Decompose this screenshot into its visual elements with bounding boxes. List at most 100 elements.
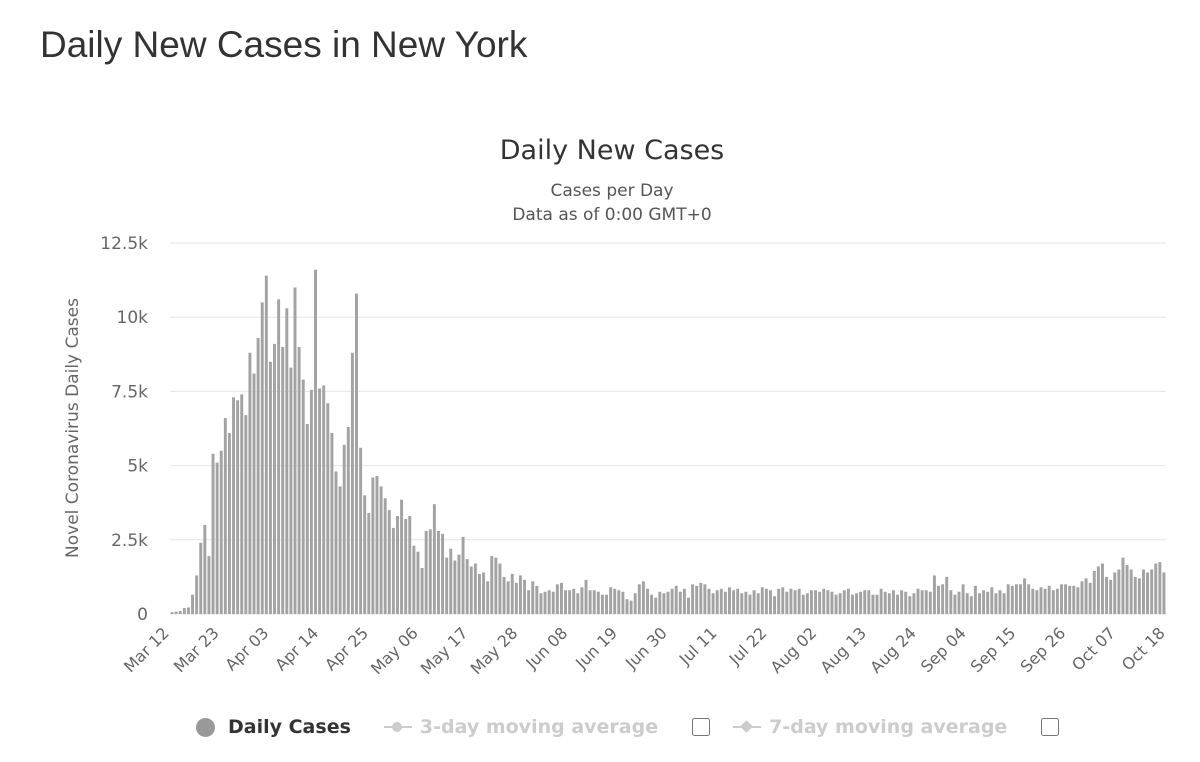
- bar[interactable]: [1047, 585, 1051, 614]
- bar[interactable]: [662, 593, 666, 614]
- bar[interactable]: [1084, 578, 1088, 614]
- bar[interactable]: [260, 302, 264, 614]
- bar[interactable]: [314, 269, 317, 614]
- bar[interactable]: [211, 453, 215, 614]
- bar[interactable]: [461, 536, 465, 614]
- bar[interactable]: [273, 343, 276, 614]
- bar[interactable]: [170, 612, 174, 614]
- bar[interactable]: [232, 397, 236, 614]
- bar[interactable]: [1154, 563, 1158, 614]
- bar[interactable]: [227, 432, 231, 614]
- bar[interactable]: [887, 593, 891, 614]
- bar[interactable]: [441, 533, 445, 614]
- bar[interactable]: [379, 486, 383, 614]
- bar[interactable]: [498, 563, 502, 614]
- bar[interactable]: [547, 590, 551, 614]
- bar[interactable]: [891, 590, 895, 614]
- toggle-7-day-average-checkbox[interactable]: [1041, 718, 1060, 736]
- bar[interactable]: [687, 597, 690, 614]
- toggle-3-day-average-checkbox[interactable]: [692, 718, 711, 736]
- bar[interactable]: [625, 599, 629, 614]
- bar[interactable]: [1133, 576, 1137, 614]
- bar-series-daily-cases[interactable]: [170, 269, 1166, 614]
- bar[interactable]: [240, 394, 244, 614]
- bar[interactable]: [961, 584, 965, 614]
- bar[interactable]: [1014, 584, 1018, 614]
- bar[interactable]: [469, 566, 473, 614]
- bar[interactable]: [646, 588, 649, 614]
- bar[interactable]: [793, 590, 797, 614]
- bar[interactable]: [932, 575, 936, 614]
- bar[interactable]: [576, 593, 580, 614]
- bar[interactable]: [986, 591, 990, 614]
- bar[interactable]: [990, 587, 994, 614]
- bar[interactable]: [719, 588, 723, 614]
- bar[interactable]: [207, 556, 211, 614]
- bar[interactable]: [928, 591, 932, 614]
- bar[interactable]: [695, 585, 699, 614]
- bar[interactable]: [912, 593, 916, 614]
- bar[interactable]: [789, 588, 793, 614]
- bar[interactable]: [756, 593, 760, 614]
- bar[interactable]: [920, 590, 924, 614]
- bar[interactable]: [420, 567, 424, 614]
- bar[interactable]: [703, 584, 707, 614]
- bar[interactable]: [1076, 587, 1080, 614]
- bar[interactable]: [764, 588, 768, 614]
- bar[interactable]: [293, 287, 297, 614]
- bar[interactable]: [1109, 579, 1113, 614]
- bar[interactable]: [482, 572, 486, 614]
- bar[interactable]: [326, 403, 330, 614]
- bar[interactable]: [941, 584, 945, 614]
- bar[interactable]: [801, 594, 805, 614]
- bar[interactable]: [248, 352, 252, 614]
- bar[interactable]: [535, 585, 539, 614]
- bar[interactable]: [502, 576, 506, 614]
- bar[interactable]: [322, 385, 326, 614]
- bar[interactable]: [1088, 582, 1092, 614]
- bar[interactable]: [396, 516, 399, 614]
- bar[interactable]: [531, 581, 535, 614]
- bar[interactable]: [277, 299, 281, 614]
- bar[interactable]: [564, 590, 568, 614]
- bar[interactable]: [666, 591, 670, 614]
- bar[interactable]: [707, 588, 711, 614]
- bar[interactable]: [432, 504, 436, 614]
- bar[interactable]: [1035, 590, 1039, 614]
- bar[interactable]: [670, 588, 674, 614]
- bar[interactable]: [1055, 588, 1059, 614]
- bar[interactable]: [736, 588, 740, 614]
- bar[interactable]: [924, 590, 928, 614]
- bar[interactable]: [850, 594, 854, 614]
- bar[interactable]: [355, 293, 358, 614]
- bar[interactable]: [375, 475, 379, 614]
- bar[interactable]: [629, 600, 633, 614]
- bar[interactable]: [223, 418, 227, 614]
- bar[interactable]: [896, 594, 900, 614]
- bar[interactable]: [748, 594, 752, 614]
- bar[interactable]: [900, 590, 904, 614]
- bar[interactable]: [215, 462, 219, 614]
- bar[interactable]: [957, 591, 961, 614]
- bar[interactable]: [301, 379, 305, 614]
- bar[interactable]: [875, 594, 879, 614]
- bar[interactable]: [305, 424, 309, 614]
- bar[interactable]: [818, 591, 822, 614]
- legend-item-daily-cases[interactable]: Daily Cases: [196, 716, 351, 738]
- bar[interactable]: [318, 388, 322, 614]
- bar[interactable]: [871, 594, 875, 614]
- bar[interactable]: [937, 585, 940, 614]
- bar[interactable]: [682, 588, 686, 614]
- bar[interactable]: [555, 584, 559, 614]
- bar[interactable]: [785, 591, 789, 614]
- bar[interactable]: [400, 499, 404, 614]
- bar[interactable]: [760, 587, 764, 614]
- bar[interactable]: [465, 559, 469, 614]
- bar[interactable]: [309, 389, 313, 614]
- bar[interactable]: [1150, 569, 1154, 614]
- bar[interactable]: [805, 593, 809, 614]
- bar[interactable]: [178, 611, 182, 614]
- bar[interactable]: [543, 591, 547, 614]
- bar[interactable]: [965, 593, 969, 614]
- bar[interactable]: [174, 611, 178, 614]
